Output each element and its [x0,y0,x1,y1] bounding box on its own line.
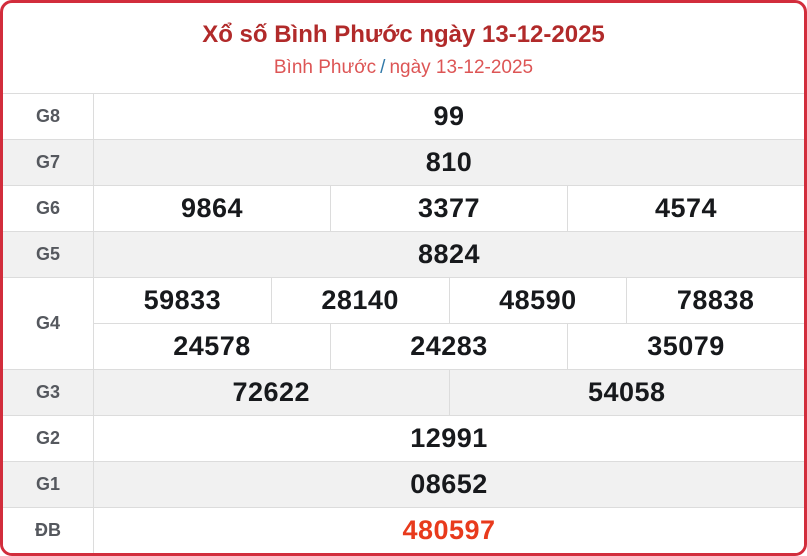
breadcrumb-separator: / [380,56,386,78]
prize-label-g4: G4 [3,278,94,369]
prize-values-g2: 12991 [94,416,804,461]
prize-number: 78838 [626,278,804,323]
results-table: G8 99 G7 810 G6 9864 3377 4574 G5 8824 G4 59833 2814… [3,93,804,553]
prize-label-g5: G5 [3,232,94,277]
prize-row-g2: G2 12991 [3,415,804,461]
prize-number: 28140 [270,278,449,323]
prize-row-db: ĐB 480597 [3,507,804,553]
prize-subrow: 12991 [94,416,804,461]
prize-values-db: 480597 [94,508,804,553]
prize-number: 8824 [417,239,481,269]
prize-values-g8: 99 [94,94,804,139]
prize-row-g3: G3 72622 54058 [3,369,804,415]
prize-values-g5: 8824 [94,232,804,277]
prize-label-g7: G7 [3,140,94,185]
prize-row-g5: G5 8824 [3,231,804,277]
prize-values-g7: 810 [94,140,804,185]
prize-values-g6: 9864 3377 4574 [94,186,804,231]
prize-subrow: 59833 28140 48590 78838 [94,278,804,323]
prize-row-g6: G6 9864 3377 4574 [3,185,804,231]
prize-row-g7: G7 810 [3,139,804,185]
prize-subrow: 72622 54058 [94,370,804,415]
prize-number: 59833 [143,285,222,315]
prize-number: 810 [425,147,473,177]
prize-subrow: 8824 [94,232,804,277]
prize-number: 08652 [410,469,488,499]
breadcrumb-date: ngày 13-12-2025 [389,56,534,78]
prize-values-g4: 59833 28140 48590 78838 24578 24283 35079 [94,278,804,369]
prize-values-g1: 08652 [94,462,804,507]
prize-label-g8: G8 [3,94,94,139]
prize-number: 99 [433,101,465,131]
prize-subrow: 24578 24283 35079 [94,323,804,369]
results-header: Xổ số Bình Phước ngày 13-12-2025 Bình Ph… [3,3,804,93]
prize-subrow: 99 [94,94,804,139]
prize-number: 24578 [173,331,251,361]
prize-subrow: 08652 [94,462,804,507]
prize-subrow: 9864 3377 4574 [94,186,804,231]
prize-number: 3377 [330,186,567,231]
prize-number: 54058 [448,370,805,415]
prize-number: 4574 [567,186,804,231]
prize-label-g2: G2 [3,416,94,461]
prize-number: 9864 [180,193,244,223]
page-title: Xổ số Bình Phước ngày 13-12-2025 [202,20,605,48]
prize-label-g6: G6 [3,186,94,231]
breadcrumb: Bình Phước / ngày 13-12-2025 [274,55,533,81]
prize-number: 24283 [330,324,567,369]
prize-label-g1: G1 [3,462,94,507]
prize-values-g3: 72622 54058 [94,370,804,415]
prize-label-db: ĐB [3,508,94,553]
prize-number: 35079 [567,324,804,369]
prize-row-g1: G1 08652 [3,461,804,507]
prize-subrow: 810 [94,140,804,185]
prize-subrow: 480597 [94,508,804,553]
breadcrumb-location: Bình Phước [273,56,377,78]
prize-number: 480597 [402,515,496,545]
prize-row-g8: G8 99 [3,93,804,139]
prize-row-g4: G4 59833 28140 48590 78838 24578 24283 35079 [3,277,804,369]
prize-label-g3: G3 [3,370,94,415]
prize-number: 48590 [448,278,627,323]
prize-number: 72622 [232,377,311,407]
prize-number: 12991 [410,423,488,453]
